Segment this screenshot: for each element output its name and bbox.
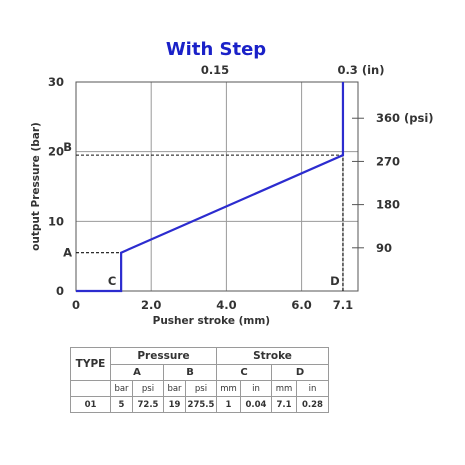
unit-cell: bar [110, 380, 133, 397]
point-label-d: D [330, 274, 340, 288]
type-cell: 01 [70, 396, 111, 413]
unit-cell: bar [163, 380, 186, 397]
data-cell: 0.04 [240, 396, 272, 413]
col-d-header: D [271, 364, 329, 381]
data-cell: 0.28 [296, 396, 329, 413]
data-cell: 1 [216, 396, 241, 413]
secondary-x-tick-label: 0.15 [201, 63, 229, 77]
secondary-y-tick-label: 360 (psi) [376, 111, 434, 125]
point-label-c: C [108, 274, 116, 288]
table-units-row: bar psi bar psi mm in mm in [70, 380, 329, 397]
x-tick-label: 4.0 [216, 298, 236, 312]
y-tick-label: 0 [56, 284, 64, 298]
data-cell: 19 [163, 396, 186, 413]
y-tick-label: 30 [48, 75, 64, 89]
x-axis-title: Pusher stroke (mm) [153, 315, 270, 327]
secondary-y-tick-label: 270 [376, 154, 400, 168]
secondary-x-tick-label: 0.3 (in) [337, 63, 384, 77]
plot-frame [75, 81, 359, 292]
point-label-b: B [63, 140, 72, 154]
table-header-row: TYPE Pressure Stroke [70, 347, 329, 381]
unit-cell: in [296, 380, 329, 397]
pressure-stroke-chart: With Step 0 2.0 4.0 6.0 7.1 0 10 20 30 0.15 0.3 (in… [30, 39, 434, 327]
empty-cell [70, 380, 111, 397]
col-a-header: A [110, 364, 164, 381]
y-tick-label: 20 [48, 145, 64, 159]
chart-title: With Step [166, 39, 266, 60]
unit-cell: in [240, 380, 272, 397]
x-tick-label: 2.0 [141, 298, 161, 312]
secondary-y-tick-label: 180 [376, 198, 400, 212]
col-c-header: C [216, 364, 272, 381]
stroke-header: Stroke [216, 347, 329, 365]
spec-table: TYPE Pressure Stroke A B C D bar psi bar… [70, 347, 329, 413]
unit-cell: mm [271, 380, 297, 397]
secondary-y-tick-label: 90 [376, 241, 392, 255]
col-b-header: B [163, 364, 217, 381]
y-axis-title: output Pressure (bar) [30, 122, 42, 251]
unit-cell: psi [185, 380, 217, 397]
data-cell: 5 [110, 396, 133, 413]
data-cell: 7.1 [271, 396, 297, 413]
x-tick-label: 0 [72, 298, 80, 312]
point-label-a: A [63, 246, 72, 260]
data-cell: 72.5 [132, 396, 164, 413]
y-tick-label: 10 [48, 214, 64, 228]
x-tick-label: 6.0 [291, 298, 311, 312]
unit-cell: psi [132, 380, 164, 397]
unit-cell: mm [216, 380, 241, 397]
series-line [76, 82, 345, 293]
data-cell: 275.5 [185, 396, 217, 413]
table-row: 01 5 72.5 19 275.5 1 0.04 7.1 0.28 [70, 396, 329, 413]
pressure-header: Pressure [110, 347, 217, 365]
type-header: TYPE [70, 347, 111, 381]
x-tick-label: 7.1 [333, 298, 353, 312]
